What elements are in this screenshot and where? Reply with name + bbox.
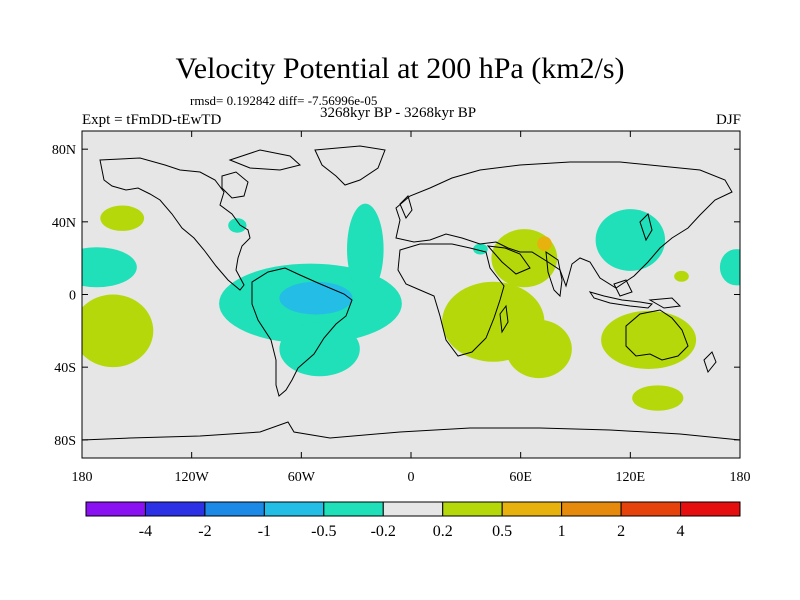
colorbar-swatch <box>204 501 265 517</box>
experiment-label: Expt = tFmDD-tEwTD <box>82 112 222 128</box>
region-samerica-south-cyan <box>279 321 360 377</box>
colorbar-label: 0.2 <box>433 523 453 540</box>
coastline-africa <box>397 243 505 357</box>
colorbar-label: 1 <box>558 523 566 540</box>
region-pacific-north-green <box>100 205 145 231</box>
colorbar-label: 2 <box>617 523 625 540</box>
coastline-antarctica <box>82 421 740 441</box>
colorbar-swatch <box>144 501 206 517</box>
lon-tick-label: 180 <box>730 470 751 485</box>
lon-tick-label: 120E <box>616 470 646 485</box>
lon-tick-label: 60W <box>288 470 316 485</box>
region-na-small-cyan <box>228 218 247 233</box>
colorbar-swatch <box>680 501 741 517</box>
map-background <box>82 131 740 458</box>
coastline-greenland <box>314 145 386 186</box>
colorbar: -4 -2 -1 -0.5 -0.2 0.2 0.5 1 2 4 <box>85 501 741 540</box>
coastline-india <box>545 250 563 298</box>
region-atlantic-north-cyan-arm <box>347 203 384 295</box>
coastline-south-america <box>251 267 353 397</box>
coastlines <box>82 145 740 441</box>
colorbar-swatch <box>323 501 384 517</box>
region-pacific-dateline-green <box>674 270 689 282</box>
lat-tick-label: 80S <box>54 434 76 449</box>
lat-tick-label: 80N <box>52 143 76 158</box>
lon-tick-label: 60E <box>509 470 532 485</box>
coastline-japan <box>639 213 653 242</box>
coastline-madagascar <box>499 304 509 334</box>
colorbar-swatch <box>85 501 146 517</box>
region-pacific-west-cyan <box>82 247 137 288</box>
region-australia-green <box>601 310 697 369</box>
period-label: 3268kyr BP - 3268kyr BP <box>320 105 477 121</box>
coastline-eurasia <box>395 161 733 289</box>
colorbar-swatch <box>561 501 622 517</box>
coastline-north-america <box>99 157 251 291</box>
season-label: DJF <box>715 112 741 128</box>
lat-tick-label: 40S <box>54 361 76 376</box>
region-pacific-south-green <box>82 294 154 368</box>
coastline-new-guinea <box>648 297 682 309</box>
coastline-new-zealand <box>703 351 717 374</box>
anomaly-regions <box>82 203 740 411</box>
plot-title: Velocity Potential at 200 hPa (km2/s) <box>175 52 625 85</box>
region-arabia-orange <box>537 236 552 251</box>
colorbar-label: -1 <box>258 523 271 540</box>
colorbar-label: -2 <box>198 523 211 540</box>
colorbar-label: 4 <box>677 523 685 540</box>
region-amazon-blue <box>279 281 353 315</box>
coastline-arctic-islands <box>228 149 302 171</box>
region-south-pacific-green <box>632 385 684 411</box>
coastline-hudson-bay <box>221 171 249 199</box>
colorbar-label: -0.2 <box>371 523 396 540</box>
coastline-indonesia <box>588 291 654 309</box>
coastline-uk <box>399 195 413 219</box>
stats-line: rmsd= 0.192842 diff= -7.56996e-05 <box>190 93 378 108</box>
coastline-australia <box>625 309 689 361</box>
colorbar-label: 0.5 <box>492 523 512 540</box>
lon-tick-label: 180 <box>72 470 93 485</box>
colorbar-swatch <box>501 501 563 517</box>
colorbar-label: -0.5 <box>311 523 336 540</box>
colorbar-swatch <box>620 501 682 517</box>
region-indian-south-green <box>506 319 572 379</box>
colorbar-swatch <box>382 501 444 517</box>
map-axes: 80N 40N 0 40S 80S 180 120W 60W 0 60E 120E 180 <box>52 131 751 485</box>
lat-tick-label: 40N <box>52 216 76 231</box>
region-east-pacific-cyan <box>719 249 740 286</box>
coastline-arabia <box>486 245 531 275</box>
colorbar-swatch <box>263 501 325 517</box>
lon-tick-label: 0 <box>408 470 415 485</box>
lon-tick-label: 120W <box>175 470 210 485</box>
colorbar-swatch <box>442 501 503 517</box>
lat-tick-label: 0 <box>69 289 76 304</box>
colorbar-label: -4 <box>139 523 152 540</box>
region-asia-east-cyan <box>595 209 666 271</box>
coastline-borneo <box>613 279 633 297</box>
